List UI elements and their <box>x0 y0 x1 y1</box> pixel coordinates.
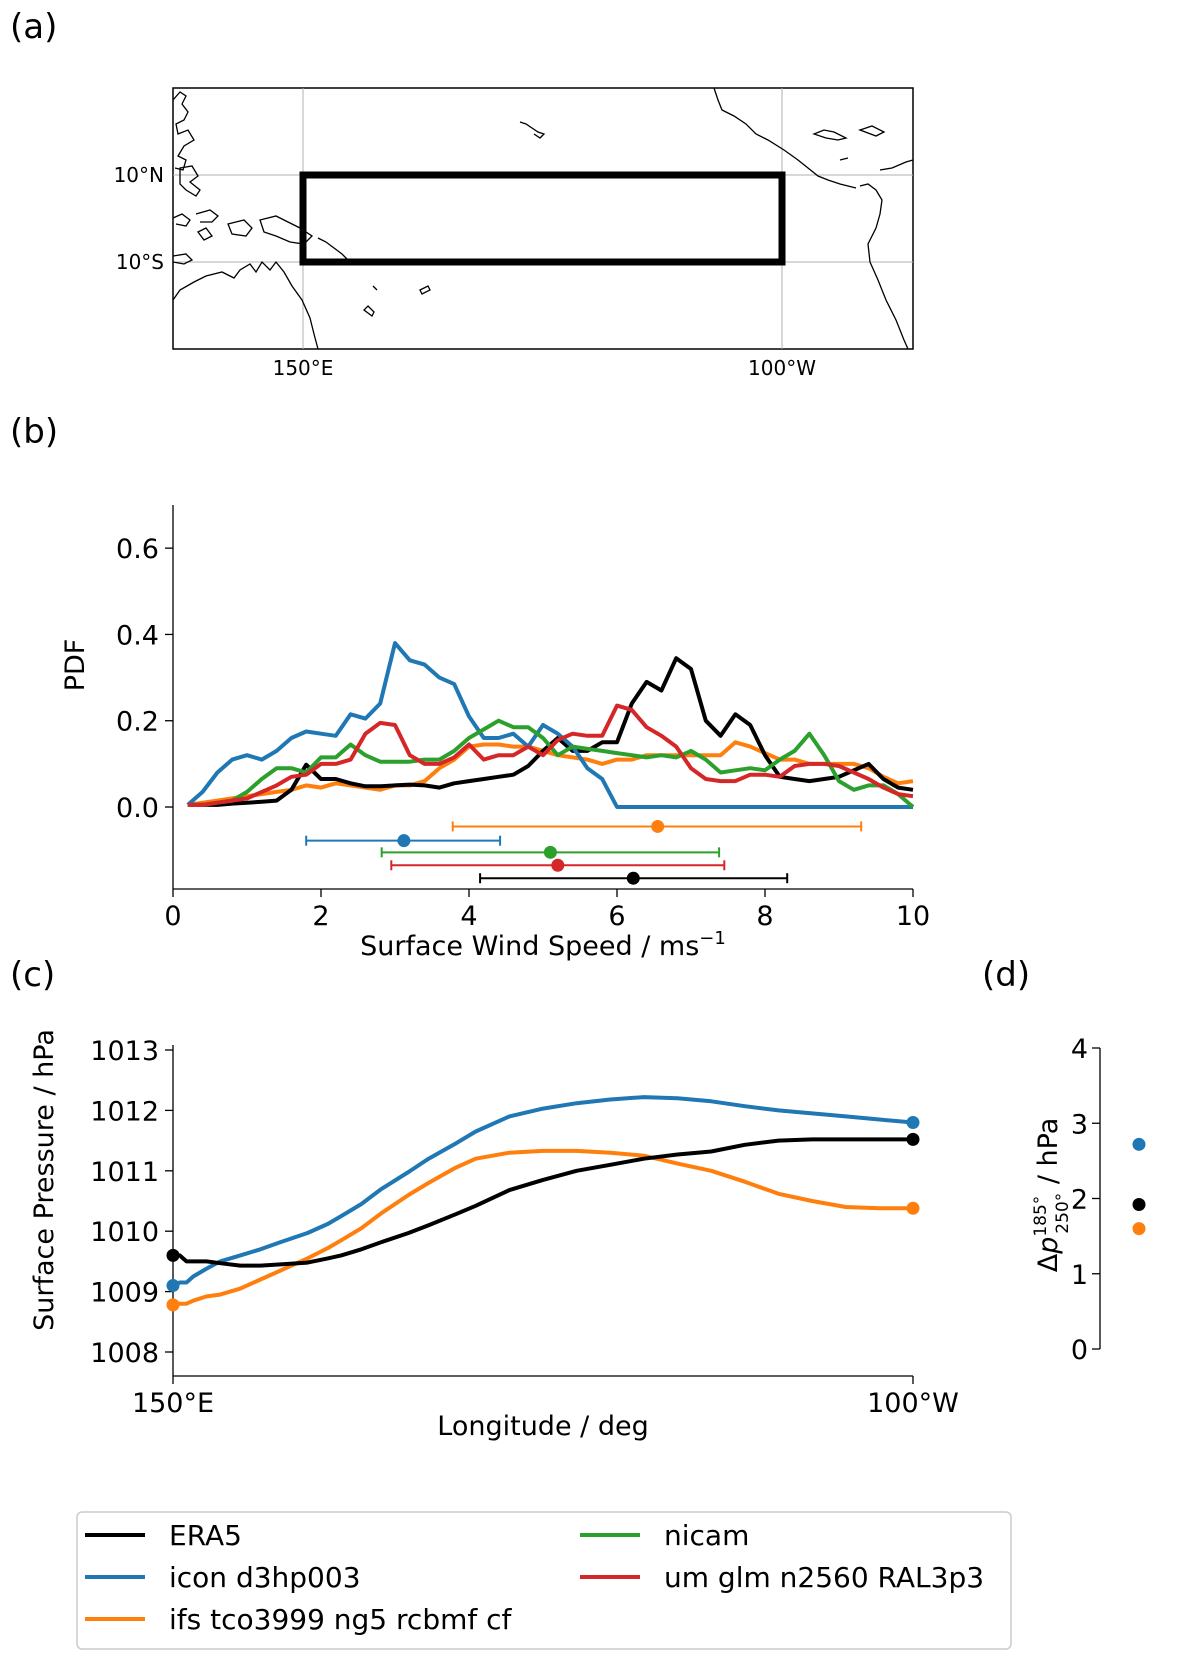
coast-mexico <box>713 87 857 189</box>
delta-ytick-label: 2 <box>1071 1185 1088 1216</box>
pdf-mean-marker-icon-d3hp003 <box>397 834 411 848</box>
delta-point-era5 <box>1132 1198 1146 1212</box>
pdf-ylabel: PDF <box>60 639 91 692</box>
pdf-line-um-glm-n2560-ral3p3 <box>187 703 914 807</box>
pdf-xlabel: Surface Wind Speed / ms−1 <box>360 928 726 962</box>
delta-point-ifs-tco3999-ng5-rcbmf-cf <box>1132 1222 1146 1236</box>
map-xtick-150e: 150°E <box>273 356 334 380</box>
panel-label-b: (b) <box>10 412 58 452</box>
delta-ytick-label: 4 <box>1071 1034 1088 1065</box>
pdf-mean-marker-ifs-tco3999-ng5-rcbmf-cf <box>651 819 665 833</box>
pdf-xtick-label: 0 <box>164 901 181 932</box>
legend-label-nicam: nicam <box>664 1519 749 1552</box>
coast-hawaii <box>519 121 546 139</box>
pdf-panel: 0.0 0.2 0.4 0.6 0 2 4 6 8 10 PDF Surface Wind Sp… <box>60 505 930 962</box>
coast-new-caledonia <box>363 305 375 317</box>
delta-ytick-label: 3 <box>1071 1109 1088 1140</box>
panel-label-a: (a) <box>10 7 57 47</box>
pdf-ytick-label: 0.6 <box>116 534 159 565</box>
pdf-mean-marker-nicam <box>543 845 557 859</box>
pdf-ytick-label: 0.2 <box>116 707 159 738</box>
delta-ytick-label: 1 <box>1071 1260 1088 1291</box>
pdf-xtick-label: 8 <box>756 901 773 932</box>
pressure-ytick-label: 1010 <box>90 1217 159 1248</box>
legend: ERA5 icon d3hp003 ifs tco3999 ng5 rcbmf cf… <box>76 1511 1012 1650</box>
pdf-ytick-label: 0.0 <box>116 793 159 824</box>
pressure-line-ifs-tco3999-ng5-rcbmf-cf <box>172 1148 913 1307</box>
panel-label-d: (d) <box>982 955 1030 995</box>
delta-panel: 0 1 2 3 4 Δp185° 250° / hPa <box>1031 1034 1146 1366</box>
pressure-xlabel: Longitude / deg <box>437 1411 648 1442</box>
delta-ylabel-sub: 250° <box>1053 1193 1073 1234</box>
pressure-panel: 1008 1009 1010 1011 1012 1013 150°E 100°W Surf… <box>29 1029 959 1442</box>
map-xtick-100w: 100°W <box>748 356 816 380</box>
panel-label-c: (c) <box>10 955 55 995</box>
coast-vanuatu <box>372 285 378 291</box>
pressure-ytick-label: 1012 <box>90 1096 159 1127</box>
pressure-line-icon-d3hp003 <box>172 1095 914 1288</box>
pressure-xtick-label: 100°W <box>867 1388 959 1419</box>
pdf-xtick-label: 6 <box>608 901 625 932</box>
delta-ylabel-unit: / hPa <box>1033 1118 1064 1193</box>
coast-australia <box>172 260 319 350</box>
coast-hispaniola <box>858 125 886 137</box>
legend-label-era5: ERA5 <box>169 1519 242 1552</box>
pdf-xtick-label: 10 <box>896 901 930 932</box>
coast-cuba <box>812 129 848 141</box>
coast-moluccas <box>197 227 213 241</box>
pressure-ylabel: Surface Pressure / hPa <box>29 1029 60 1331</box>
coast-new-guinea <box>259 215 314 245</box>
pdf-xtick-label: 4 <box>460 901 477 932</box>
pressure-start-marker-era5 <box>166 1248 180 1262</box>
coast-south-america <box>859 183 909 350</box>
pdf-xlabel-sup: −1 <box>699 928 726 949</box>
delta-ylabel-prefix: Δ <box>1033 1253 1064 1272</box>
delta-ytick-label: 0 <box>1071 1335 1088 1366</box>
coast-sulawesi <box>195 209 219 223</box>
pressure-end-marker-ifs-tco3999-ng5-rcbmf-cf <box>906 1201 920 1215</box>
pdf-mean-marker-era5 <box>626 871 640 885</box>
coast-fiji <box>419 285 431 295</box>
delta-ylabel-sup: 185° <box>1031 1196 1051 1237</box>
delta-ylabel: Δp185° 250° / hPa <box>1031 1118 1073 1273</box>
pdf-xlabel-text: Surface Wind Speed / ms <box>360 931 699 962</box>
map-ytick-10s: 10°S <box>116 250 164 274</box>
coast-asia <box>172 91 195 171</box>
pressure-end-marker-icon-d3hp003 <box>906 1115 920 1129</box>
legend-label-ifs-tco3999-ng5-rcbmf-cf: ifs tco3999 ng5 rcbmf cf <box>169 1603 513 1636</box>
coast-panama <box>839 157 849 161</box>
legend-frame <box>76 1511 1012 1650</box>
pressure-ytick-label: 1011 <box>90 1157 159 1188</box>
pdf-line-icon-d3hp003 <box>186 641 913 809</box>
pressure-ytick-label: 1009 <box>90 1278 159 1309</box>
pdf-ytick-label: 0.4 <box>116 620 159 651</box>
pdf-mean-marker-um-glm-n2560-ral3p3 <box>551 858 565 872</box>
coast-philippines <box>179 165 201 197</box>
map-panel: 10°N 10°S 150°E 100°W <box>114 87 914 380</box>
pressure-start-marker-icon-d3hp003 <box>166 1279 180 1293</box>
coast-halmahera <box>227 219 253 237</box>
coast-timor <box>172 253 194 265</box>
pressure-end-marker-era5 <box>906 1132 920 1146</box>
map-frame <box>172 87 914 350</box>
pressure-ytick-label: 1008 <box>90 1338 159 1369</box>
pdf-xtick-label: 2 <box>312 901 329 932</box>
delta-point-icon-d3hp003 <box>1132 1137 1146 1151</box>
coast-venezuela <box>879 159 914 171</box>
coast-borneo <box>172 213 191 227</box>
pressure-start-marker-ifs-tco3999-ng5-rcbmf-cf <box>166 1298 180 1312</box>
pressure-ytick-label: 1013 <box>90 1036 159 1067</box>
map-ytick-10n: 10°N <box>114 163 164 187</box>
legend-label-icon-d3hp003: icon d3hp003 <box>169 1561 361 1594</box>
pdf-line-ifs-tco3999-ng5-rcbmf-cf <box>187 740 914 807</box>
legend-label-um-glm-n2560-ral3p3: um glm n2560 RAL3p3 <box>664 1561 984 1594</box>
region-box <box>299 171 786 266</box>
pressure-xtick-label: 150°E <box>132 1388 214 1419</box>
delta-ylabel-var: p <box>1033 1237 1064 1255</box>
pressure-line-era5 <box>173 1137 913 1268</box>
